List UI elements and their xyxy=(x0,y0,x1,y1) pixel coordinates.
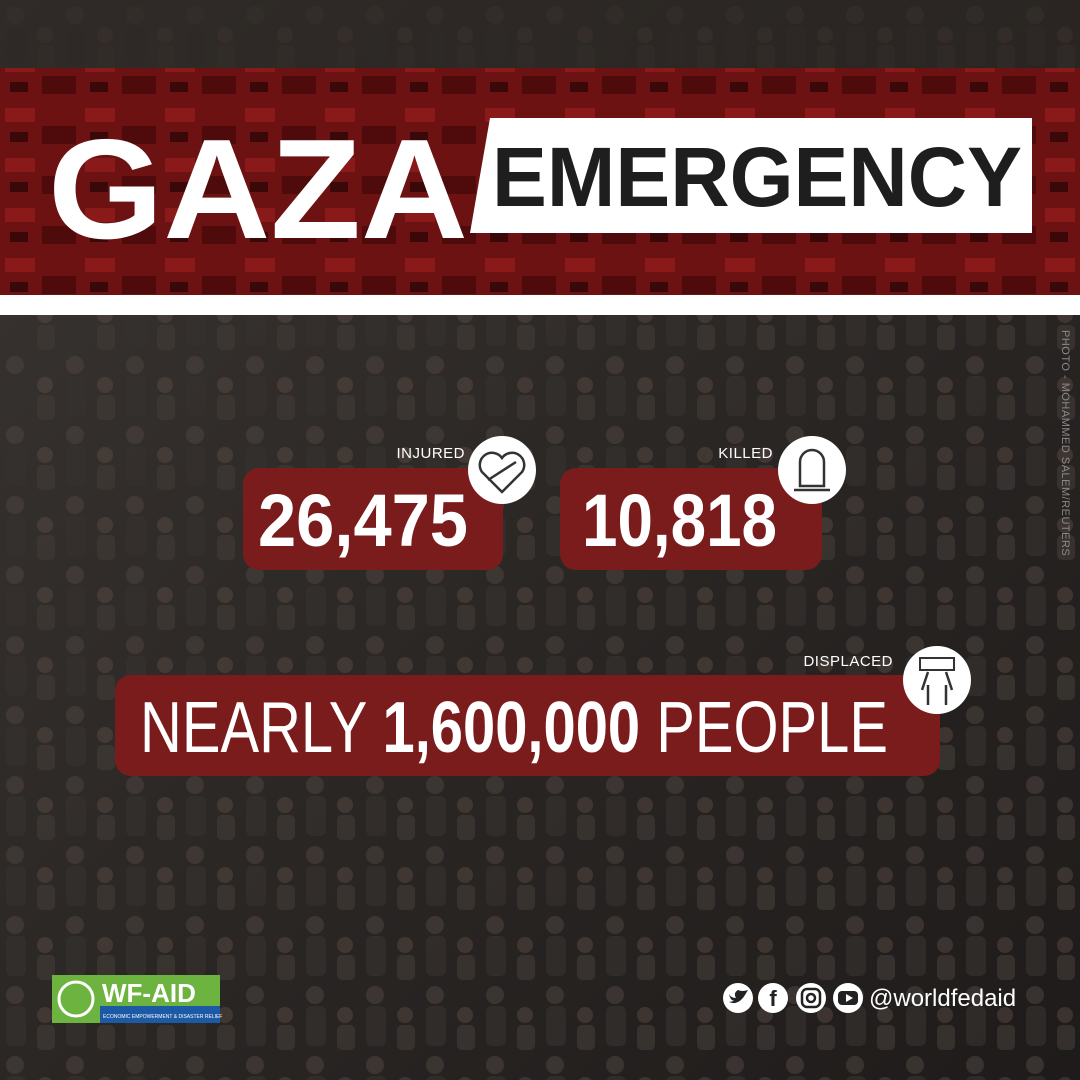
instagram-glyph xyxy=(800,987,822,1009)
stat-box xyxy=(560,468,822,570)
icon-circle xyxy=(903,646,971,714)
photo-credit: PHOTO - MOHAMMED SALEM/REUTERS xyxy=(1059,330,1071,556)
title: GAZA xyxy=(48,110,468,269)
logo-tagline-band xyxy=(100,1006,220,1023)
top-strip xyxy=(0,0,1080,68)
icon-circle xyxy=(778,436,846,504)
social-handle: @worldfedaid xyxy=(869,985,1016,1012)
youtube-play xyxy=(846,994,853,1002)
logo-text: WF-AID xyxy=(102,978,196,1008)
stat-label: INJURED xyxy=(396,445,465,462)
twitter-glyph xyxy=(729,990,748,1004)
instagram-icon xyxy=(796,983,826,1013)
people-icon xyxy=(920,671,954,705)
stat-label: KILLED xyxy=(718,445,773,462)
heart-icon xyxy=(478,451,526,494)
stat-box xyxy=(243,468,503,570)
displaced-text: NEARLY 1,600,000 PEOPLE xyxy=(140,688,888,768)
logo-emblem xyxy=(57,980,95,1018)
instagram-lens xyxy=(805,992,817,1004)
facebook-glyph: f xyxy=(769,986,777,1011)
banner-divider xyxy=(0,295,1080,315)
facebook-icon xyxy=(758,983,788,1013)
subtitle-band xyxy=(470,118,1032,233)
displaced-value: 1,600,000 xyxy=(382,688,640,768)
displaced-label: DISPLACED xyxy=(803,653,893,670)
subtitle: EMERGENCY xyxy=(492,130,1022,224)
stat-value: 10,818 xyxy=(582,479,777,562)
displaced-box xyxy=(115,675,940,776)
sos-sign-icon xyxy=(919,657,955,671)
tombstone-icon xyxy=(794,448,830,492)
stat-value: 26,475 xyxy=(258,479,468,562)
logo-tagline: ECONOMIC EMPOWERMENT & DISASTER RELIEF xyxy=(103,1014,222,1020)
displaced-prefix: NEARLY xyxy=(140,688,367,768)
displaced-suffix: PEOPLE xyxy=(656,688,888,768)
bandage-icon xyxy=(487,460,517,482)
